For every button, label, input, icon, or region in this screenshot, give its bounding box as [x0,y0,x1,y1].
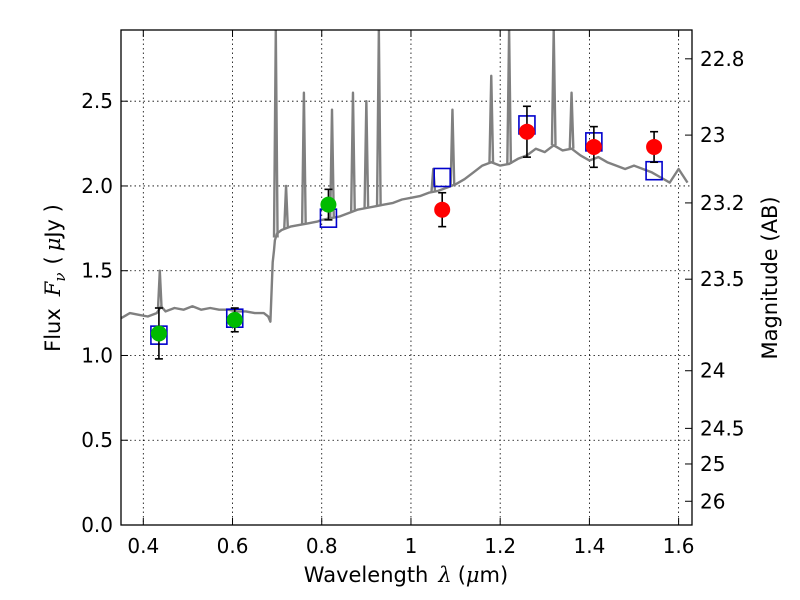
y2-tick-label: 22.8 [700,47,745,71]
spectrum-line [121,144,689,323]
optical-point [320,196,337,213]
x-axis-label-prefix: Wavelength [304,563,429,587]
y-axis-label-prefix: Flux [41,308,65,352]
nir-point [585,138,602,155]
y2-axis-label: Magnitude (AB) [758,196,782,359]
x-axis-unit-open: ( [458,563,466,587]
grid-lines [121,30,692,526]
y-axis-unit-symbol: μ [41,238,65,252]
optical-point [226,311,243,328]
emission-line [506,30,513,164]
y2-tick-label: 24.5 [700,416,745,440]
y-tick-label: 0.5 [81,428,113,452]
emission-line [156,269,163,309]
observed-photometry-series [150,105,663,360]
emission-line [375,30,382,206]
emission-line [363,99,370,209]
plot-content [121,30,689,360]
y-axis-unit-rest: Jy ) [41,204,65,240]
y-axis-symbol: F [41,280,65,297]
x-tick-label: 1.4 [573,534,605,558]
y-axis-unit-open: ( [41,256,65,264]
y-tick-label: 2.5 [81,89,113,113]
y2-tick-label: 25 [700,452,725,476]
emission-line [449,108,456,186]
y-tick-label: 2.0 [81,174,113,198]
x-axis-symbol: λ [437,563,451,587]
emission-line [568,91,575,149]
nir-point [646,138,663,155]
y-tick-label: 1.5 [81,259,113,283]
y-tick-label: 0.0 [81,513,113,537]
y-axis-label: Flux Fν ( μJy ) [41,204,69,352]
x-tick-label: 0.8 [306,534,338,558]
x-axis-label: Wavelength λ (μm) [304,563,508,587]
model-photometry-series [150,115,663,345]
emission-line [300,91,307,225]
x-tick-label: 1 [405,534,418,558]
nir-point [434,201,451,218]
x-axis-unit-rest: m) [480,563,509,587]
axis-ticks: 0.4 0.6 0.8 1 1.2 1.4 1.6 0.0 0.5 1.0 1.5 2.0 2.5 22.… [81,30,745,558]
emission-line [272,30,279,238]
plot-frame [120,29,693,526]
y2-tick-label: 23 [700,123,725,147]
emission-line [488,74,495,163]
emission-lines [156,30,575,309]
optical-point [150,325,167,342]
y2-tick-label: 23.2 [700,191,745,215]
x-tick-label: 1.6 [663,534,695,558]
y2-tick-label: 26 [700,489,725,513]
model-point [433,167,451,188]
emission-line [329,108,335,218]
emission-line [349,91,356,212]
x-tick-label: 1.2 [484,534,516,558]
emission-line [283,184,290,229]
x-tick-label: 0.6 [217,534,249,558]
x-axis-unit-symbol: μ [466,563,480,587]
y-axis-subscript: ν [51,273,69,282]
y2-tick-label: 23.5 [700,267,745,291]
y-tick-label: 1.0 [81,343,113,367]
x-tick-label: 0.4 [127,534,159,558]
y2-tick-label: 24 [700,359,725,383]
nir-point [518,123,535,140]
emission-line [550,30,557,146]
